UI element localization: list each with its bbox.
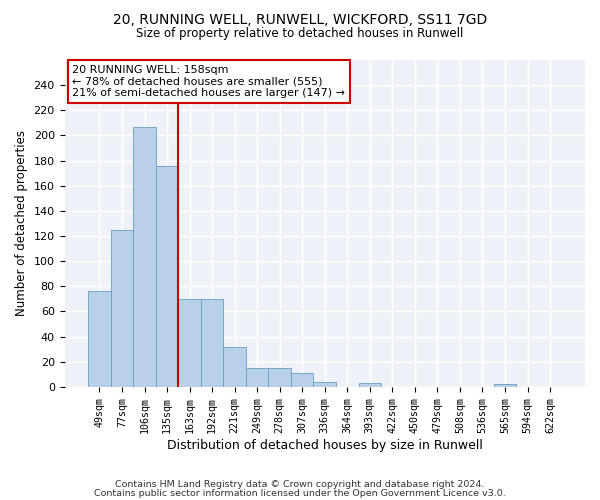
Bar	[88, 292, 111, 387]
Bar	[133, 126, 156, 387]
Bar	[156, 166, 178, 387]
Bar	[111, 230, 133, 387]
Y-axis label: Number of detached properties: Number of detached properties	[15, 130, 28, 316]
Text: 20 RUNNING WELL: 158sqm
← 78% of detached houses are smaller (555)
21% of semi-d: 20 RUNNING WELL: 158sqm ← 78% of detache…	[73, 65, 346, 98]
Bar	[178, 299, 201, 387]
Bar	[291, 373, 313, 387]
X-axis label: Distribution of detached houses by size in Runwell: Distribution of detached houses by size …	[167, 440, 483, 452]
Text: Contains public sector information licensed under the Open Government Licence v3: Contains public sector information licen…	[94, 489, 506, 498]
Bar	[246, 368, 268, 387]
Text: Contains HM Land Registry data © Crown copyright and database right 2024.: Contains HM Land Registry data © Crown c…	[115, 480, 485, 489]
Bar	[313, 382, 336, 387]
Bar	[359, 383, 381, 387]
Bar	[494, 384, 516, 387]
Bar	[223, 346, 246, 387]
Text: Size of property relative to detached houses in Runwell: Size of property relative to detached ho…	[136, 28, 464, 40]
Bar	[268, 368, 291, 387]
Text: 20, RUNNING WELL, RUNWELL, WICKFORD, SS11 7GD: 20, RUNNING WELL, RUNWELL, WICKFORD, SS1…	[113, 12, 487, 26]
Bar	[201, 299, 223, 387]
